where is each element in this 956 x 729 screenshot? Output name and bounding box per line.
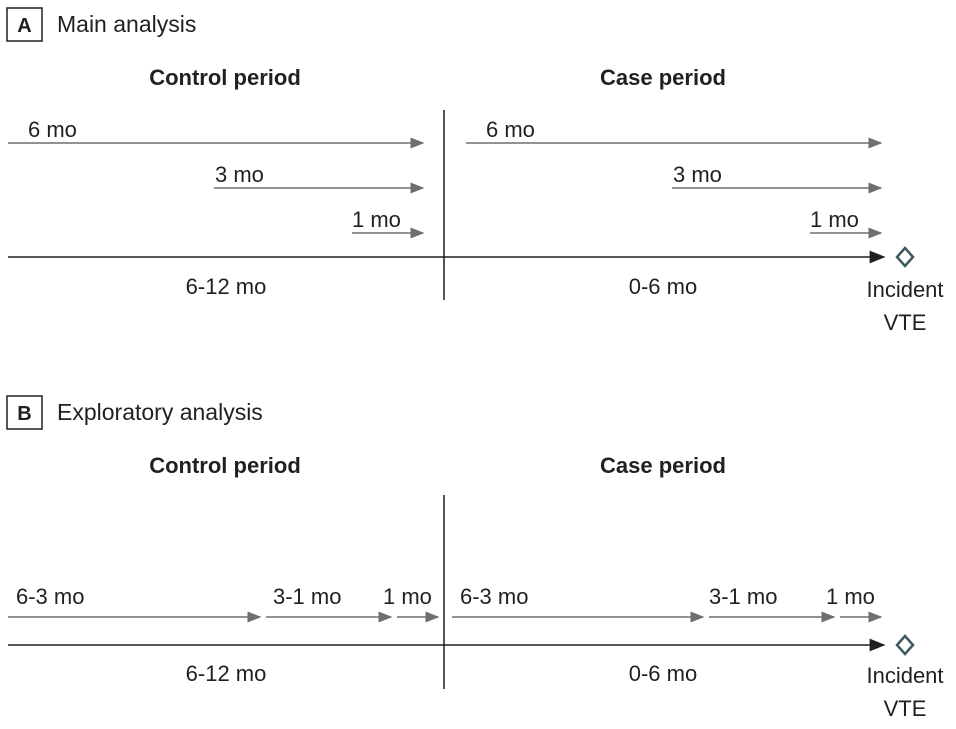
panel-b-control-arrow-3-1mo-label: 3-1 mo	[273, 584, 341, 609]
panel-a-control-range: 6-12 mo	[186, 274, 267, 299]
panel-a-event-label-line2: VTE	[884, 310, 927, 335]
panel-b-event-diamond-icon	[895, 634, 915, 656]
panel-a-letter-box	[6, 7, 43, 42]
panel-a-case-header: Case period	[600, 65, 726, 90]
panel-b-case-arrow-3-1mo-label: 3-1 mo	[709, 584, 777, 609]
panel-a-case-range: 0-6 mo	[629, 274, 697, 299]
panel-a-control-arrow-6mo-label: 6 mo	[28, 117, 77, 142]
panel-a-event-diamond-icon	[895, 246, 915, 268]
panel-b-case-arrow-6-3mo-label: 6-3 mo	[460, 584, 528, 609]
panel-a-control-header: Control period	[149, 65, 301, 90]
panel-a-title: Main analysis	[57, 11, 196, 37]
panel-a-letter: A	[17, 15, 31, 37]
panel-b-case-range: 0-6 mo	[629, 661, 697, 686]
panel-b-control-arrow-1mo-label: 1 mo	[383, 584, 432, 609]
panel-a-control-arrow-3mo-label: 3 mo	[215, 162, 264, 187]
panel-b: B Exploratory analysis Control period Ca…	[6, 395, 944, 721]
panel-b-event-label-line1: Incident	[866, 663, 943, 688]
panel-b-letter: B	[17, 403, 31, 425]
panel-b-case-header: Case period	[600, 453, 726, 478]
panel-b-event-label-line2: VTE	[884, 696, 927, 721]
panel-a-control-arrow-1mo-label: 1 mo	[352, 207, 401, 232]
panel-a-event-label-line1: Incident	[866, 277, 943, 302]
panel-b-control-header: Control period	[149, 453, 301, 478]
panel-b-case-arrow-1mo-label: 1 mo	[826, 584, 875, 609]
panel-b-control-arrow-6-3mo-label: 6-3 mo	[16, 584, 84, 609]
panel-a-case-arrow-3mo-label: 3 mo	[673, 162, 722, 187]
panel-a-case-arrow-6mo-label: 6 mo	[486, 117, 535, 142]
panel-b-title: Exploratory analysis	[57, 399, 263, 425]
panel-b-control-range: 6-12 mo	[186, 661, 267, 686]
panel-a: A Main analysis Control period Case peri…	[6, 7, 944, 335]
panel-a-case-arrow-1mo-label: 1 mo	[810, 207, 859, 232]
panel-b-letter-box	[6, 395, 43, 430]
